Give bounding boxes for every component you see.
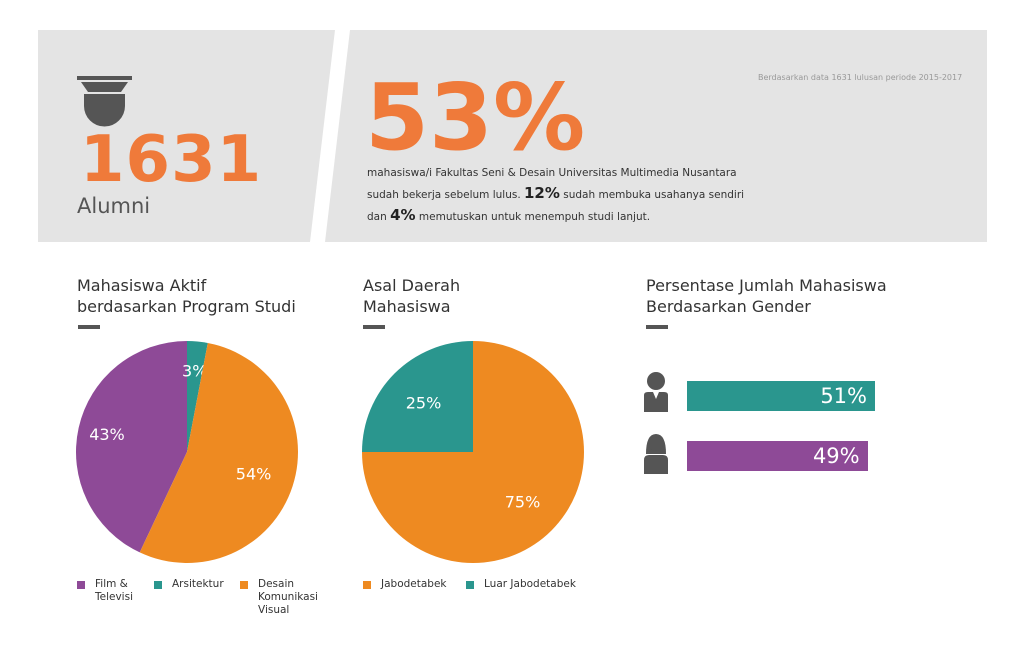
program-legend-item-1: Arsitektur [154,578,252,591]
program-chart-title: Mahasiswa Aktif berdasarkan Program Stud… [77,275,296,317]
female-person-icon [644,434,668,474]
region-slice-label-0: 75% [505,492,541,511]
region-legend-swatch-0 [363,581,371,589]
gender-bar-female: 49% [687,441,868,471]
region-legend-item-1: Luar Jabodetabek [466,578,594,591]
region-title-line-2: Mahasiswa [363,297,451,316]
desc-line-3-post: memutuskan untuk menempuh studi lanjut. [415,211,651,223]
program-legend-item-2: Desain Komunikasi Visual [240,578,338,617]
banner-description: mahasiswa/i Fakultas Seni & Desain Unive… [367,163,747,227]
program-legend: Film & Televisi Arsitektur Desain Komunikasi… [77,578,337,628]
desc-line-2: sudah bekerja sebelum lulus. 12% sudah m… [367,183,747,205]
desc-line-3-pre: dan [367,211,391,223]
program-title-line-1: Mahasiswa Aktif [77,276,207,295]
desc-line-1: mahasiswa/i Fakultas Seni & Desain Unive… [367,167,737,179]
desc-highlight-4: 4% [390,206,416,224]
headline-percentage: 53% [365,64,586,171]
region-slice-1 [362,341,473,452]
region-legend-swatch-1 [466,581,474,589]
program-slice-label-2: 54% [236,465,272,484]
gender-row-male: 51% [643,372,903,414]
alumni-label: Alumni [77,194,151,218]
program-title-bar [78,325,100,329]
gender-bar-male: 51% [687,381,875,411]
gender-row-female: 49% [643,432,903,476]
region-title-bar [363,325,385,329]
source-note: Berdasarkan data 1631 lulusan periode 20… [758,73,963,82]
region-legend: Jabodetabek Luar Jabodetabek [363,578,623,598]
program-legend-swatch-1 [154,581,162,589]
desc-highlight-12: 12% [524,184,560,202]
program-slice-label-1: 3% [182,361,207,380]
program-legend-label-1: Arsitektur [172,578,224,590]
program-slice-label-0: 43% [89,425,125,444]
alumni-count: 1631 [80,123,263,197]
gender-title-bar [646,325,668,329]
male-person-icon [644,372,668,412]
region-legend-label-1: Luar Jabodetabek [484,578,576,590]
gender-title-line-2: Berdasarkan Gender [646,297,811,316]
desc-line-3: dan 4% memutuskan untuk menempuh studi l… [367,205,747,227]
graduation-cap-icon [77,76,132,127]
program-legend-label-2: Desain Komunikasi Visual [258,578,318,616]
program-slice-1 [187,341,208,452]
program-slice-2 [139,342,298,563]
program-legend-item-0: Film & Televisi [77,578,175,604]
region-title-line-1: Asal Daerah [363,276,461,295]
region-legend-label-0: Jabodetabek [381,578,447,590]
program-legend-swatch-2 [240,581,248,589]
gender-title-line-1: Persentase Jumlah Mahasiswa [646,276,887,295]
region-legend-item-0: Jabodetabek [363,578,461,591]
gender-chart-title: Persentase Jumlah Mahasiswa Berdasarkan … [646,275,887,317]
region-slice-label-1: 25% [406,394,442,413]
program-legend-swatch-0 [77,581,85,589]
desc-line-2-pre: sudah bekerja sebelum lulus. [367,189,524,201]
desc-line-2-post: sudah membuka usahanya sendiri [559,189,745,201]
program-legend-label-0: Film & Televisi [95,578,133,603]
program-title-line-2: berdasarkan Program Studi [77,297,296,316]
region-chart-title: Asal Daerah Mahasiswa [363,275,460,317]
program-pie-chart: 43% 3% 54% [75,341,298,563]
region-pie-chart: 75% 25% [362,341,584,563]
program-slice-0 [75,341,187,553]
